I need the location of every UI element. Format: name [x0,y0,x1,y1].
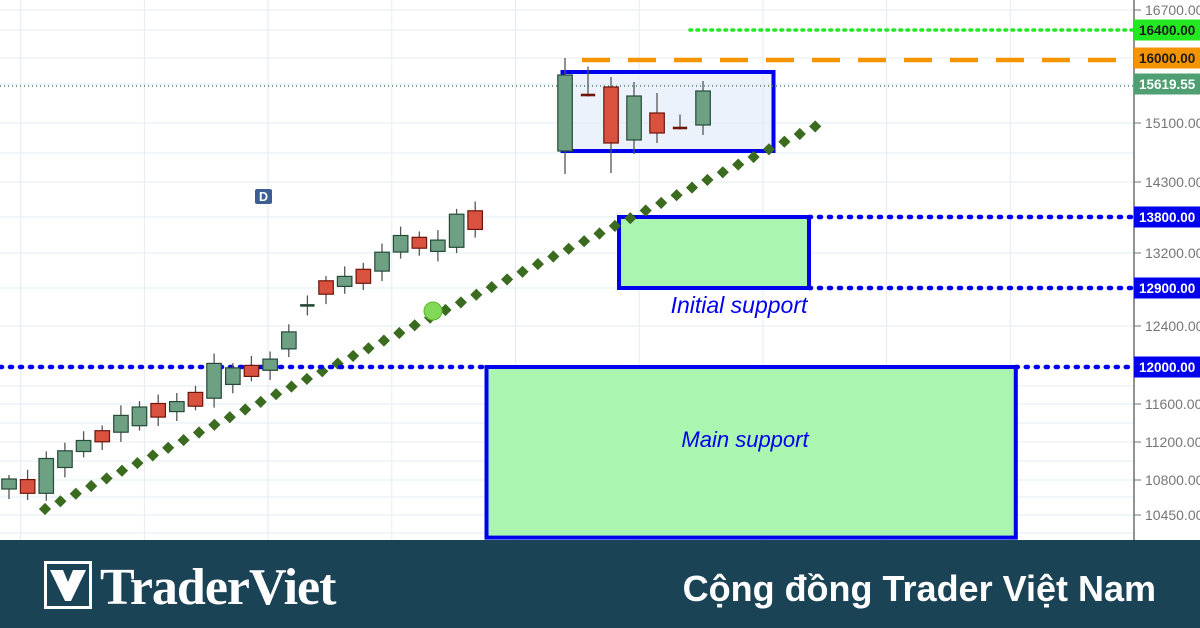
svg-text:11200.00: 11200.00 [1145,434,1200,450]
svg-text:16700.00: 16700.00 [1145,2,1200,18]
svg-text:11600.00: 11600.00 [1145,396,1200,412]
svg-text:16400.00: 16400.00 [1139,23,1195,38]
svg-text:10800.00: 10800.00 [1145,472,1200,488]
svg-text:15619.55: 15619.55 [1139,77,1196,92]
svg-text:13800.00: 13800.00 [1139,210,1195,225]
svg-text:12400.00: 12400.00 [1145,318,1200,334]
svg-text:13200.00: 13200.00 [1145,245,1200,261]
svg-text:10450.00: 10450.00 [1145,507,1200,523]
svg-text:Initial support: Initial support [671,292,809,318]
svg-text:D: D [259,190,268,204]
svg-text:15100.00: 15100.00 [1145,115,1200,131]
svg-text:16000.00: 16000.00 [1139,51,1195,66]
svg-text:12000.00: 12000.00 [1139,360,1195,375]
svg-text:12900.00: 12900.00 [1139,281,1195,296]
svg-text:14300.00: 14300.00 [1145,174,1200,190]
svg-text:Main support: Main support [681,427,809,452]
